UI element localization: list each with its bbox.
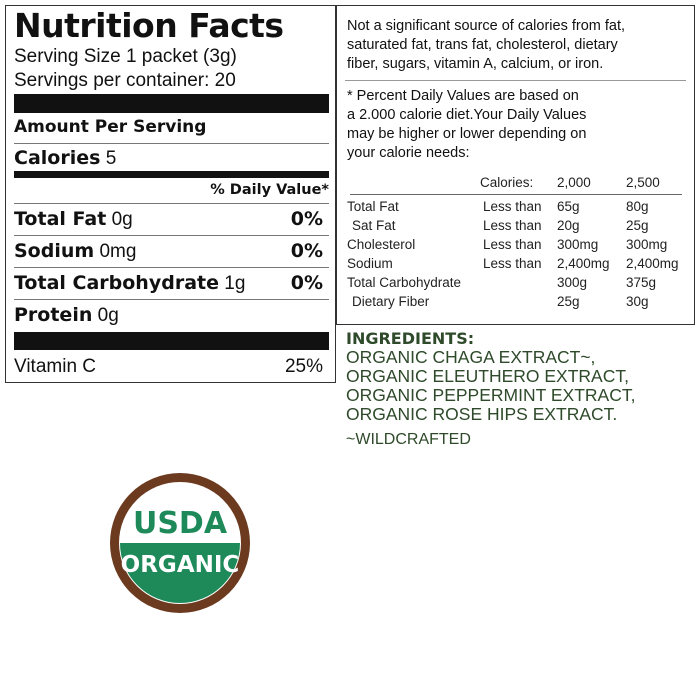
nutrient-amount: 0g: [97, 305, 119, 326]
dv-table-cell: Sodium: [347, 256, 393, 271]
note-line: saturated fat, trans fat, cholesterol, d…: [347, 37, 618, 53]
dv-table-cell: 25g: [557, 294, 580, 309]
dv-table-cell: Less than: [483, 237, 542, 252]
wildcrafted-note: ~WILDCRAFTED: [346, 431, 471, 448]
dv-table-cell: 300mg: [557, 237, 599, 252]
usda-organic-logo: USDA ORGANIC: [110, 473, 250, 613]
dv-table-cell: 65g: [557, 199, 580, 214]
nutrient-label: Sodium: [14, 240, 95, 262]
nutrient-label: Total Fat: [14, 208, 107, 230]
nutrient-amount: 1g: [224, 273, 246, 294]
dv-table-cell: 2,400mg: [626, 256, 679, 271]
dv-table-cell: Sat Fat: [352, 218, 396, 233]
nutrition-title: Nutrition Facts: [14, 6, 284, 45]
nutrient-dv: 0%: [290, 272, 323, 294]
dv-table-cell: Less than: [483, 199, 542, 214]
dv-table-cell: 375g: [626, 275, 657, 290]
dv-table-cell: Less than: [483, 218, 542, 233]
dv-table-cell: 2,400mg: [557, 256, 610, 271]
note-line: may be higher or lower depending on: [347, 126, 587, 142]
calories-value: 5: [105, 148, 117, 169]
ingredient-line: ORGANIC CHAGA EXTRACT~,: [346, 347, 596, 367]
dv-table-cell: 300g: [557, 275, 588, 290]
serving-size: Serving Size 1 packet (3g): [14, 46, 237, 67]
ingredients-title: INGREDIENTS:: [346, 329, 475, 348]
dv-table-cell: Total Carbohydrate: [347, 275, 462, 290]
divider: [14, 203, 329, 204]
nutrient-row: Sodium 0mg 0%: [14, 240, 329, 263]
divider: [14, 299, 329, 300]
dv-table-cell: 30g: [626, 294, 649, 309]
vitamin-label: Vitamin C: [14, 356, 97, 377]
not-significant-note: Not a significant source of calories fro…: [347, 17, 625, 74]
calories-label: Calories: [14, 147, 101, 169]
nutrient-label: Total Carbohydrate: [14, 272, 219, 294]
nutrient-dv: 0%: [290, 240, 323, 262]
nutrient-amount: 0mg: [99, 241, 137, 262]
column-2000: 2,000: [557, 175, 591, 190]
dv-table-cell: 80g: [626, 199, 649, 214]
nutrient-row: Total Carbohydrate 1g 0%: [14, 272, 329, 295]
nutrient-row: Protein 0g: [14, 304, 119, 327]
servings-per-container: Servings per container: 20: [14, 70, 236, 91]
amount-per-serving: Amount Per Serving: [14, 117, 207, 137]
dv-table-cell: Cholesterol: [347, 237, 416, 252]
daily-values-footnote-panel: Not a significant source of calories fro…: [336, 5, 695, 325]
column-2500: 2,500: [626, 175, 660, 190]
nutrient-row: Total Fat 0g 0%: [14, 208, 329, 231]
divider: [14, 267, 329, 268]
logo-organic-text: ORGANIC: [121, 552, 240, 578]
dv-table-cell: Less than: [483, 256, 542, 271]
nutrient-amount: 0g: [111, 209, 133, 230]
dv-table-cell: Total Fat: [347, 199, 399, 214]
note-line: fiber, sugars, vitamin A, calcium, or ir…: [347, 56, 604, 72]
ingredients-section: INGREDIENTS: ORGANIC CHAGA EXTRACT~, ORG…: [346, 329, 635, 449]
nutrition-facts-panel: Nutrition Facts Serving Size 1 packet (3…: [5, 5, 336, 383]
note-line: a 2.000 calorie diet.Your Daily Values: [347, 107, 587, 123]
vitamin-dv: 25%: [284, 356, 323, 377]
dv-table-cell: 20g: [557, 218, 580, 233]
ingredient-line: ORGANIC ELEUTHERO EXTRACT,: [346, 366, 629, 386]
calories-row: Calories 5: [14, 147, 116, 170]
calories-header: Calories:: [480, 175, 534, 190]
daily-value-header: % Daily Value*: [210, 182, 329, 198]
thick-divider: [14, 332, 329, 350]
note-line: Not a significant source of calories fro…: [347, 18, 626, 34]
thick-divider: [14, 94, 329, 113]
medium-divider: [14, 171, 329, 178]
vitamin-row: Vitamin C 25%: [14, 356, 329, 378]
divider: [14, 143, 329, 144]
ingredient-line: ORGANIC ROSE HIPS EXTRACT.: [346, 404, 618, 424]
divider: [345, 80, 686, 81]
nutrient-dv: 0%: [290, 208, 323, 230]
ingredient-line: ORGANIC PEPPERMINT EXTRACT,: [346, 385, 636, 405]
divider: [14, 235, 329, 236]
note-line: * Percent Daily Values are based on: [347, 88, 579, 104]
note-line: your calorie needs:: [347, 145, 470, 161]
dv-table-cell: 300mg: [626, 237, 668, 252]
divider: [350, 194, 682, 195]
dv-table-cell: Dietary Fiber: [352, 294, 430, 309]
percent-daily-note: * Percent Daily Values are based on a 2.…: [347, 87, 586, 163]
dv-table-cell: 25g: [626, 218, 649, 233]
logo-usda-text: USDA: [133, 506, 228, 541]
nutrient-label: Protein: [14, 304, 93, 326]
